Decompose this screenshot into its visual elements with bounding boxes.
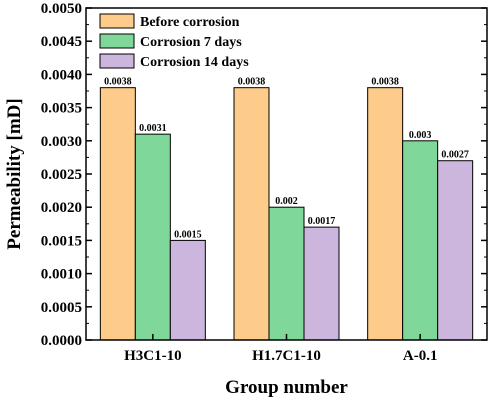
y-tick-label: 0.0040 — [41, 67, 82, 83]
data-label-0-2: 0.0015 — [174, 229, 202, 240]
legend-swatch-1 — [99, 33, 135, 49]
legend: Before corrosion Corrosion 7 days Corrosio… — [96, 10, 266, 74]
x-axis-title: Group number — [225, 377, 348, 398]
y-tick-label: 0.0045 — [41, 34, 82, 50]
y-tick-label: 0.0015 — [41, 233, 82, 249]
y-tick-label: 0.0000 — [41, 333, 82, 349]
bar-0-2 — [169, 239, 206, 341]
data-label-1-1: 0.002 — [275, 196, 298, 207]
bar-2-0 — [367, 87, 404, 341]
data-label-2-1: 0.003 — [409, 130, 432, 141]
x-tick-label: H1.7C1-10 — [252, 348, 321, 364]
y-axis-title: Permeability [mD] — [4, 98, 25, 249]
bar-2-2 — [437, 160, 474, 341]
legend-label-1: Corrosion 7 days — [140, 35, 242, 50]
bar-1-0 — [233, 87, 270, 341]
bar-1-1 — [268, 206, 305, 341]
data-label-1-2: 0.0017 — [308, 216, 336, 227]
legend-label-2: Corrosion 14 days — [140, 55, 249, 70]
legend-label-0: Before corrosion — [140, 15, 240, 30]
legend-swatch-2 — [99, 53, 135, 69]
y-tick-label: 0.0030 — [41, 134, 82, 150]
y-tick-label: 0.0035 — [41, 101, 82, 117]
data-label-1-0: 0.0038 — [238, 77, 266, 88]
legend-swatch-0 — [99, 13, 135, 29]
x-tick-label: H3C1-10 — [124, 348, 182, 364]
y-tick-label: 0.0020 — [41, 200, 82, 216]
y-tick-label: 0.0050 — [41, 1, 82, 17]
bar-2-1 — [402, 140, 439, 341]
data-label-2-2: 0.0027 — [441, 150, 469, 161]
data-label-0-1: 0.0031 — [139, 123, 167, 134]
x-tick-label: A-0.1 — [403, 348, 438, 364]
y-tick-label: 0.0025 — [41, 167, 82, 183]
bar-0-1 — [134, 133, 171, 341]
bar-0-0 — [99, 87, 136, 341]
bar-1-2 — [303, 226, 340, 341]
data-label-0-0: 0.0038 — [104, 77, 132, 88]
data-label-2-0: 0.0038 — [371, 77, 399, 88]
y-tick-label: 0.0005 — [41, 300, 82, 316]
y-tick-label: 0.0010 — [41, 267, 82, 283]
